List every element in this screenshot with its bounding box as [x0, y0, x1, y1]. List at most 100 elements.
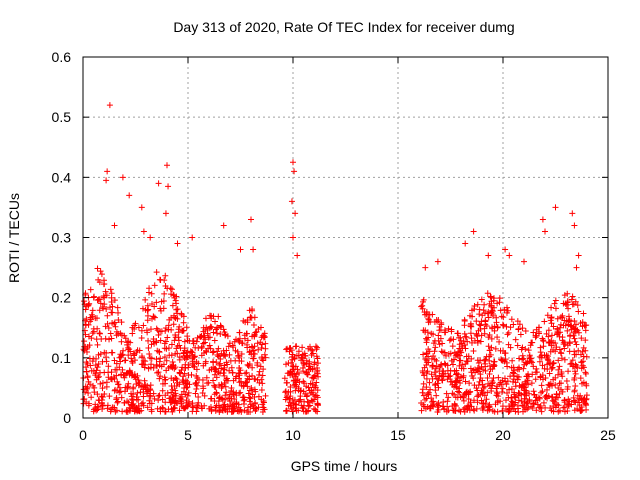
data-point: [247, 314, 254, 321]
data-point: [457, 394, 464, 401]
data-point: [419, 302, 426, 309]
data-point: [149, 300, 156, 307]
data-point: [192, 390, 199, 397]
data-point: [198, 352, 205, 359]
data-point: [463, 334, 470, 341]
data-point: [236, 329, 243, 336]
data-point: [510, 364, 517, 371]
data-point: [258, 386, 265, 393]
data-point: [499, 408, 506, 415]
data-point: [262, 340, 269, 347]
data-point: [577, 375, 584, 382]
data-point: [255, 372, 262, 379]
data-point: [293, 352, 300, 359]
data-point: [570, 394, 577, 401]
data-point: [136, 405, 143, 412]
data-point: [258, 376, 265, 383]
data-point: [295, 348, 302, 355]
data-point: [565, 313, 572, 320]
data-point: [211, 398, 218, 405]
data-point: [486, 347, 493, 354]
data-point: [288, 353, 295, 360]
data-point: [531, 401, 538, 408]
data-point: [542, 374, 549, 381]
data-point: [488, 309, 495, 316]
data-point: [497, 307, 504, 314]
data-point: [165, 183, 172, 190]
data-point: [82, 364, 89, 371]
data-point: [207, 345, 214, 352]
data-point: [121, 374, 128, 381]
data-point: [287, 368, 294, 375]
data-point: [519, 356, 526, 363]
data-point: [225, 395, 232, 402]
data-point: [456, 385, 463, 392]
data-point: [130, 385, 137, 392]
data-point: [140, 228, 147, 235]
data-point: [499, 357, 506, 364]
data-point: [423, 357, 430, 364]
data-point: [94, 341, 101, 348]
data-point: [220, 222, 227, 229]
data-point: [128, 396, 135, 403]
data-point: [202, 315, 209, 322]
data-point: [115, 317, 122, 324]
data-point: [465, 389, 472, 396]
data-point: [539, 337, 546, 344]
data-point: [262, 392, 269, 399]
data-point: [153, 299, 160, 306]
data-point: [575, 329, 582, 336]
data-point: [251, 350, 258, 357]
data-point: [546, 381, 553, 388]
data-point: [154, 405, 161, 412]
data-point: [290, 159, 296, 166]
data-point: [307, 366, 314, 373]
data-point: [114, 398, 121, 405]
data-point: [572, 370, 579, 377]
data-point: [228, 364, 235, 371]
x-axis-label: GPS time / hours: [291, 458, 398, 474]
data-point: [173, 293, 180, 300]
data-point: [118, 352, 125, 359]
data-point: [228, 401, 235, 408]
data-point: [113, 366, 120, 373]
data-point: [433, 392, 440, 399]
data-point: [215, 369, 222, 376]
data-point: [109, 349, 116, 356]
data-point: [494, 323, 501, 330]
data-point: [477, 338, 484, 345]
y-tick-label: 0.1: [52, 350, 72, 366]
data-point: [503, 381, 510, 388]
data-point: [119, 351, 126, 358]
data-point: [122, 384, 129, 391]
data-point: [169, 386, 176, 393]
data-point: [565, 321, 572, 328]
data-point: [571, 368, 578, 375]
data-point: [175, 326, 182, 333]
data-point: [201, 332, 208, 339]
data-point: [465, 402, 472, 409]
data-point: [105, 363, 112, 370]
data-point: [309, 398, 316, 405]
data-point: [515, 373, 522, 380]
data-point: [84, 373, 91, 380]
data-point: [300, 388, 307, 395]
data-point: [221, 401, 228, 408]
data-point: [251, 400, 258, 407]
data-point: [548, 332, 555, 339]
data-point: [505, 408, 512, 415]
data-point: [468, 355, 475, 362]
data-point: [418, 303, 425, 310]
data-point: [170, 312, 177, 319]
data-point: [156, 392, 163, 399]
data-point: [313, 346, 320, 353]
data-point: [168, 389, 175, 396]
data-point: [558, 386, 565, 393]
data-point: [502, 356, 509, 363]
data-point: [147, 364, 154, 371]
data-point: [565, 401, 572, 408]
data-point: [565, 368, 572, 375]
data-point: [187, 348, 194, 355]
data-point: [236, 372, 243, 379]
data-point: [480, 400, 487, 407]
